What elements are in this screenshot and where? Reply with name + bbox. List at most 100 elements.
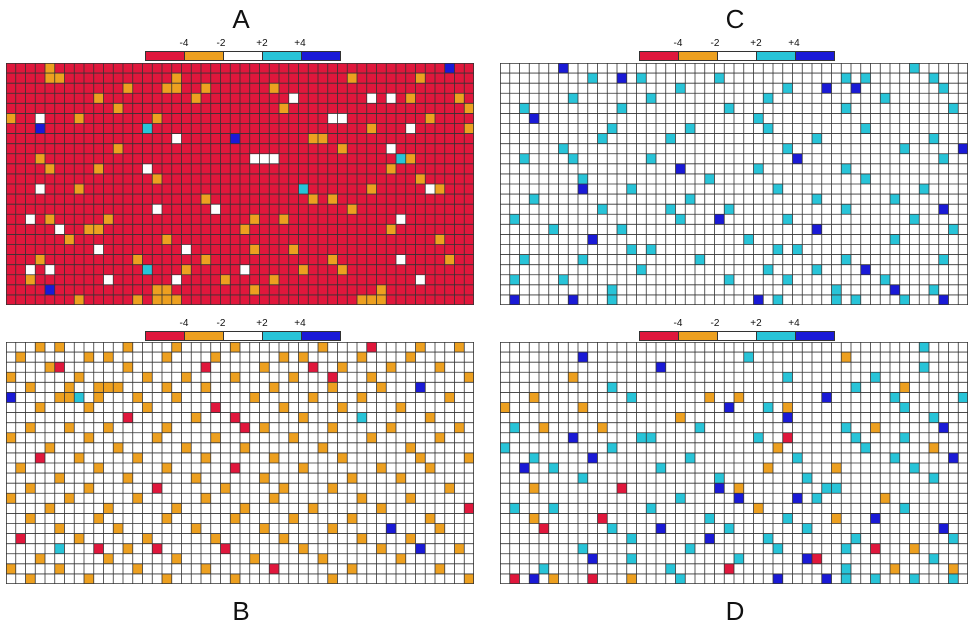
heatmap-cell	[123, 412, 133, 423]
heatmap-cell	[425, 463, 435, 474]
heatmap-cell	[464, 103, 474, 114]
heatmap-cell	[366, 432, 377, 443]
heatmap-cell	[958, 143, 968, 154]
heatmap-cell	[249, 392, 260, 403]
heatmap-cell	[948, 103, 959, 114]
heatmap-cell	[812, 264, 822, 275]
heatmap-d	[500, 342, 968, 584]
heatmap-cell	[529, 483, 539, 494]
heatmap-cell	[464, 503, 474, 514]
heatmap-cell	[201, 563, 211, 574]
heatmap-cell	[938, 153, 949, 164]
heatmap-cell	[948, 573, 959, 584]
heatmap-cell	[568, 294, 578, 305]
legend-tick-minus4: -4	[179, 318, 189, 329]
legend-swatch-minus4	[639, 51, 679, 61]
heatmap-cell	[230, 513, 240, 524]
legend-tick-minus4: -4	[673, 38, 683, 49]
heatmap-cell	[201, 83, 211, 94]
heatmap-cell	[210, 352, 221, 363]
legend-tick-plus4: +4	[788, 318, 800, 329]
heatmap-cell	[103, 352, 114, 363]
heatmap-cell	[123, 543, 133, 554]
heatmap-cell	[288, 432, 299, 443]
heatmap-cell	[782, 214, 793, 225]
heatmap-cell	[308, 503, 318, 514]
heatmap-cell	[860, 173, 871, 184]
heatmap-cell	[45, 442, 55, 453]
heatmap-cell	[548, 503, 559, 514]
heatmap-cell	[93, 382, 104, 393]
legend-swatch-plus4	[301, 51, 341, 61]
heatmap-cell	[870, 513, 881, 524]
heatmap-cell	[519, 153, 530, 164]
heatmap-cell	[714, 73, 725, 84]
heatmap-cell	[558, 143, 569, 154]
heatmap-cell	[405, 123, 416, 134]
heatmap-cell	[948, 563, 959, 574]
heatmap-cell	[376, 382, 387, 393]
heatmap-cell	[6, 372, 16, 383]
heatmap-cell	[298, 463, 309, 474]
legend-tick-minus2: -2	[710, 318, 720, 329]
heatmap-cell	[54, 342, 65, 353]
legend-tick-plus4: +4	[294, 38, 306, 49]
heatmap-cell	[519, 463, 530, 474]
heatmap-cell	[240, 264, 250, 275]
heatmap-cell	[607, 284, 617, 295]
heatmap-cell	[763, 93, 773, 104]
heatmap-cell	[201, 362, 211, 373]
heatmap-cell	[919, 184, 929, 195]
heatmap-cell	[782, 83, 793, 94]
color-legend-d: -4 -2 +2 +4	[639, 318, 835, 341]
heatmap-cell	[318, 553, 328, 564]
heatmap-cell	[734, 553, 744, 564]
heatmap-cell	[558, 274, 569, 285]
heatmap-cell	[626, 553, 637, 564]
heatmap-cell	[899, 294, 910, 305]
heatmap-cell	[415, 342, 426, 353]
heatmap-cell	[347, 204, 357, 215]
heatmap-cell	[646, 244, 656, 255]
heatmap-cell	[704, 533, 715, 544]
heatmap-cell	[74, 372, 84, 383]
heatmap-cell	[230, 573, 240, 584]
heatmap-cell	[568, 432, 578, 443]
heatmap-cell	[259, 473, 270, 484]
heatmap-cell	[113, 523, 123, 534]
heatmap-cell	[860, 442, 871, 453]
heatmap-cell	[519, 103, 530, 114]
legend-tick-plus2: +2	[750, 38, 762, 49]
heatmap-cell	[6, 493, 16, 504]
heatmap-cell	[337, 402, 348, 413]
heatmap-cell	[454, 543, 465, 554]
heatmap-cell	[230, 372, 240, 383]
heatmap-cell	[376, 503, 387, 514]
heatmap-cell	[298, 543, 309, 554]
heatmap-cell	[103, 422, 114, 433]
heatmap-cell	[841, 352, 851, 363]
heatmap-cell	[132, 452, 143, 463]
heatmap-cell	[162, 422, 172, 433]
heatmap-cell	[6, 563, 16, 574]
heatmap-cell	[162, 463, 172, 474]
heatmap-cell	[860, 73, 871, 84]
heatmap-cell	[162, 284, 172, 295]
heatmap-cell	[25, 214, 36, 225]
heatmap-cell	[435, 523, 445, 534]
heatmap-cell	[162, 513, 172, 524]
heatmap-cell	[84, 352, 94, 363]
heatmap-cell	[626, 573, 637, 584]
heatmap-cell	[269, 153, 279, 164]
heatmap-cell	[841, 73, 851, 84]
heatmap-cell	[93, 463, 104, 474]
heatmap-cell	[181, 372, 192, 383]
heatmap-cell	[35, 402, 45, 413]
heatmap-a	[6, 63, 474, 305]
heatmap-cell	[25, 422, 36, 433]
heatmap-cell	[782, 143, 793, 154]
heatmap-cell	[152, 113, 162, 124]
heatmap-cell	[210, 432, 221, 443]
heatmap-cell	[376, 463, 387, 474]
heatmap-cell	[386, 362, 396, 373]
